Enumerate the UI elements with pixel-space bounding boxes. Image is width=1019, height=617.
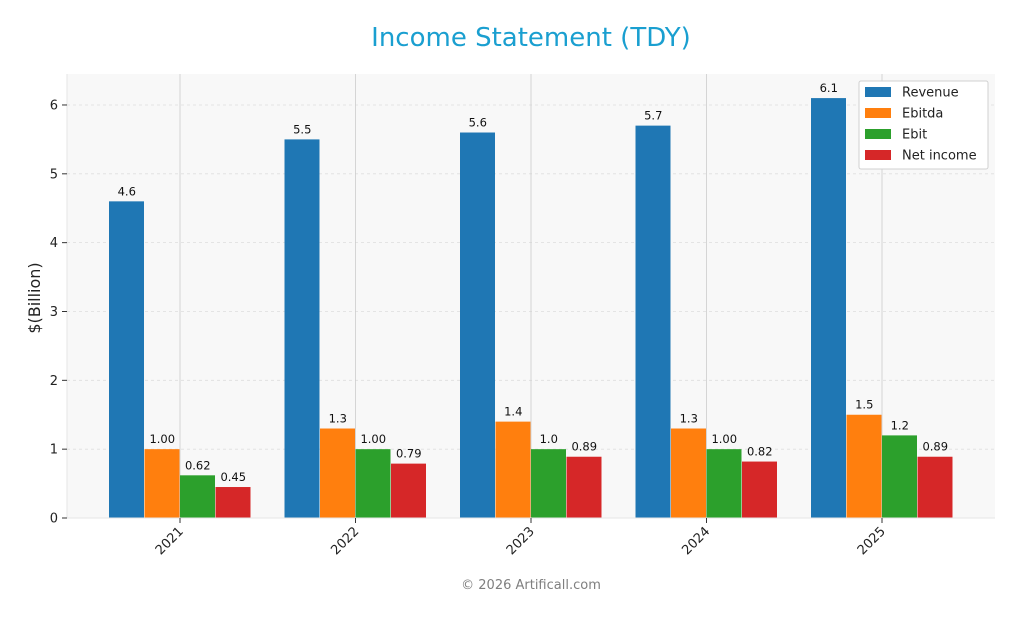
chart-title: Income Statement (TDY)	[371, 23, 691, 53]
legend-box	[858, 80, 989, 170]
data-labels: 4.6 5.5 5.6 5.7 6.1 1.00 1.3 1.4 1.3 1.5 0.62 1.00 1…	[118, 81, 948, 484]
legend-item-label: Ebit	[902, 128, 927, 143]
legend-swatch	[865, 87, 891, 97]
footer-copyright: © 2026 Artificall.com	[461, 578, 601, 593]
y-tick-label: 2	[50, 374, 58, 389]
data-label: 1.5	[855, 398, 873, 412]
data-label: 1.00	[711, 432, 737, 446]
bar-ebitda-2024	[671, 428, 706, 518]
legend-item-label: Net income	[902, 149, 977, 164]
bars	[109, 98, 953, 519]
data-label: 0.45	[220, 470, 246, 484]
data-label: 1.00	[360, 432, 386, 446]
y-axis-label: $(Billion)	[25, 262, 44, 333]
y-tick-label: 4	[50, 236, 58, 251]
bar-ebit-2023	[531, 449, 566, 518]
x-tick-label: 2021	[153, 524, 187, 558]
data-label: 1.00	[149, 432, 175, 446]
bar-ebitda-2022	[320, 428, 355, 518]
data-label: 1.2	[891, 418, 909, 432]
bar-ebit-2024	[706, 449, 742, 518]
bar-revenue-2023	[460, 132, 495, 518]
x-tick-label: 2025	[855, 524, 889, 558]
y-tick-label: 5	[50, 167, 58, 182]
data-label: 6.1	[820, 81, 838, 95]
data-label: 4.6	[118, 184, 136, 198]
data-label: 0.62	[185, 458, 211, 472]
legend-swatch	[865, 108, 891, 118]
legend-swatch	[865, 150, 891, 160]
data-label: 1.0	[540, 432, 558, 446]
data-label: 1.3	[680, 412, 698, 426]
bar-ebitda-2023	[495, 421, 531, 518]
bar-net-income-2021	[215, 487, 251, 518]
y-tick-label: 1	[50, 443, 58, 458]
bar-net-income-2024	[742, 461, 777, 518]
bar-revenue-2022	[284, 139, 320, 518]
legend: Revenue Ebitda Ebit Net income	[858, 80, 989, 170]
legend-item-label: Revenue	[902, 86, 959, 101]
bar-revenue-2021	[109, 201, 144, 519]
data-label: 1.3	[329, 412, 347, 426]
bar-net-income-2023	[566, 456, 602, 518]
data-label: 0.82	[747, 445, 773, 459]
data-label: 5.5	[293, 122, 311, 136]
data-label: 0.89	[922, 440, 948, 454]
bar-ebitda-2021	[144, 449, 180, 518]
legend-item-label: Ebitda	[902, 107, 943, 122]
data-label: 5.7	[644, 109, 662, 123]
data-label: 1.4	[504, 405, 522, 419]
y-tick-label: 6	[50, 98, 58, 113]
bar-ebit-2021	[180, 475, 215, 518]
y-tick-label: 3	[50, 305, 58, 320]
data-label: 0.79	[396, 447, 422, 461]
x-tick-label: 2024	[679, 524, 713, 558]
legend-swatch	[865, 129, 891, 139]
bar-revenue-2024	[635, 125, 671, 519]
bar-ebit-2025	[882, 435, 917, 518]
bar-ebit-2022	[355, 449, 391, 518]
x-tick-label: 2022	[328, 524, 362, 558]
data-label: 5.6	[469, 116, 487, 130]
bar-ebitda-2025	[846, 414, 882, 518]
bar-net-income-2025	[917, 456, 953, 518]
bar-net-income-2022	[391, 463, 426, 518]
bar-revenue-2025	[811, 98, 846, 519]
x-tick-label: 2023	[504, 524, 538, 558]
data-label: 0.89	[571, 440, 597, 454]
y-tick-label: 0	[50, 512, 58, 527]
